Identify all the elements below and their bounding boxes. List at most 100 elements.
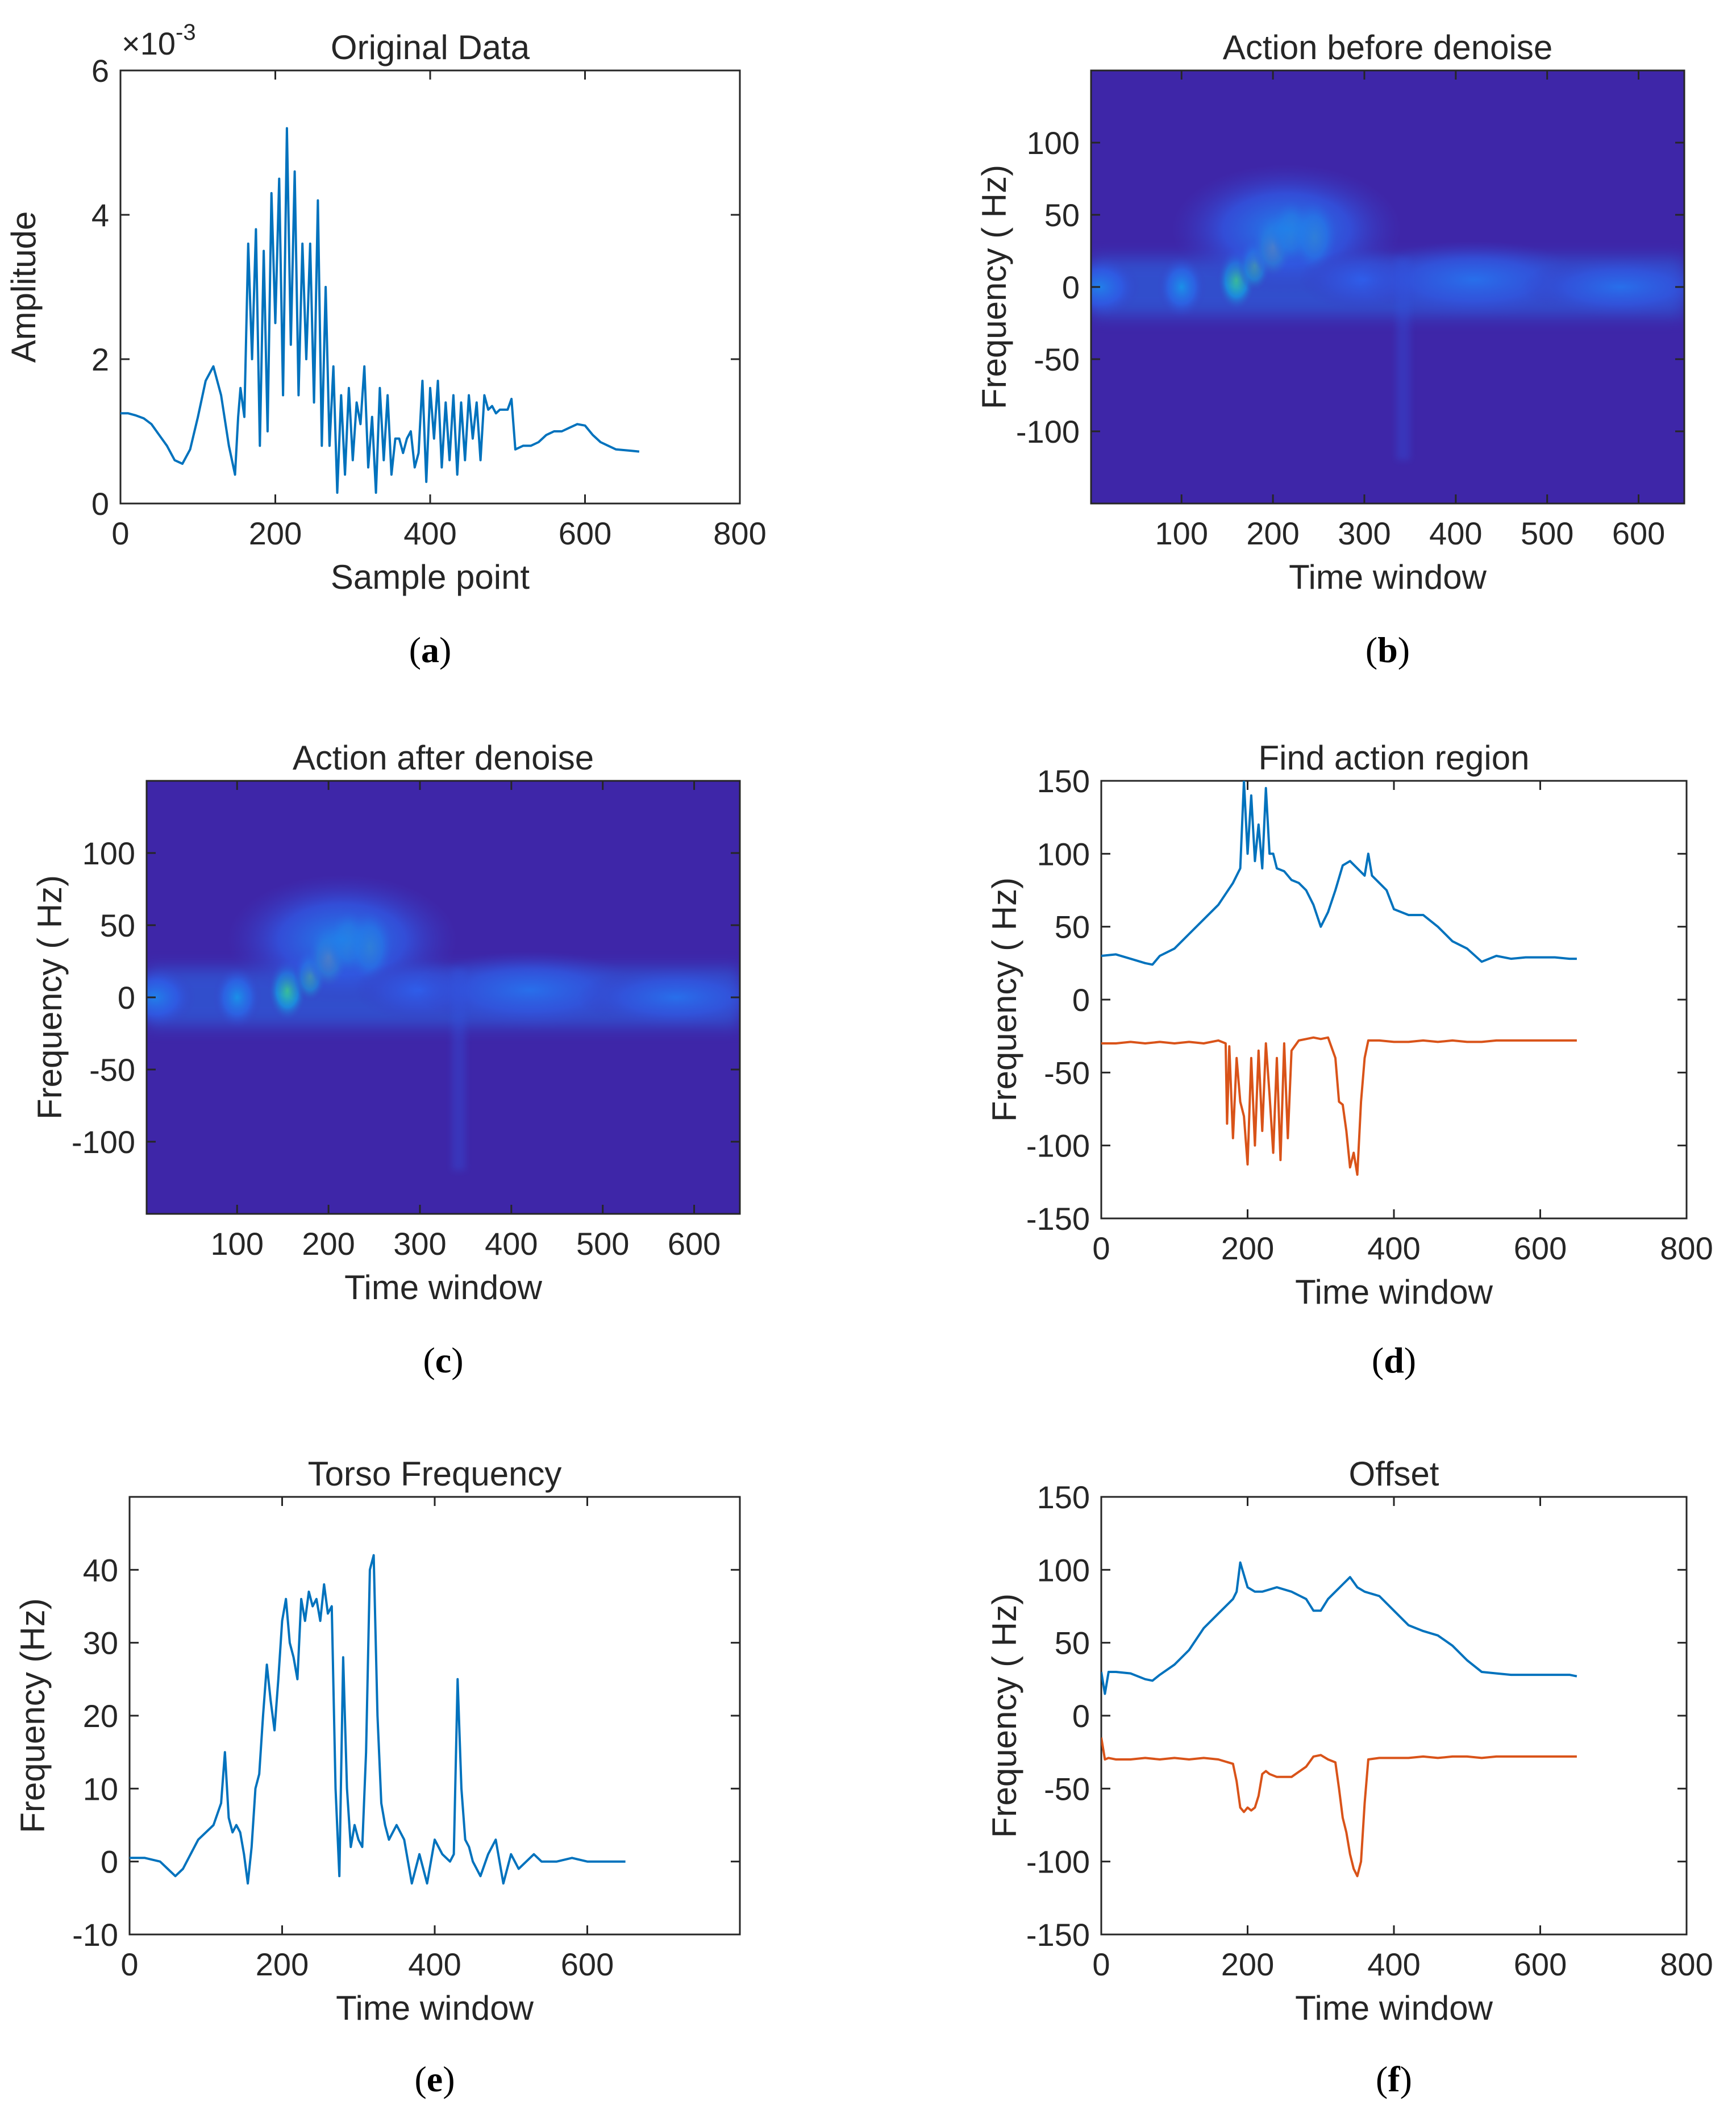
caption-letter: a	[421, 630, 439, 670]
exponent-value: -3	[176, 20, 196, 45]
y-axis-label: Frequency ( Hz)	[985, 1593, 1023, 1838]
caption-open-paren: (	[1376, 2059, 1388, 2099]
panel-d: 0 200 400 600 800 150 100 50 0 -50 -100 -150 Find ac…	[985, 739, 1713, 1380]
y-tick-label: 150	[1037, 763, 1090, 799]
x-tick-label: 400	[408, 1946, 461, 1982]
chart-title: Action before denoise	[1223, 28, 1552, 66]
y-tick-label: -50	[89, 1052, 135, 1088]
caption-open-paren: (	[1372, 1340, 1384, 1380]
caption-close-paren: )	[439, 630, 451, 670]
y-exponent-label: ×10-3	[122, 20, 196, 61]
y-tick-label: 0	[118, 980, 135, 1016]
x-tick-label: 600	[1514, 1230, 1567, 1266]
x-tick-label: 600	[668, 1226, 721, 1262]
heatmap-blob	[147, 966, 196, 1029]
x-tick-label: 300	[393, 1226, 446, 1262]
y-tick-label: 40	[83, 1552, 118, 1588]
panel-caption: (c)	[423, 1340, 463, 1380]
y-tick-label: 50	[1044, 197, 1080, 233]
caption-open-paren: (	[409, 630, 421, 670]
panel-caption: (e)	[414, 2059, 455, 2099]
chart-title: Find action region	[1259, 739, 1530, 777]
y-tick-label: 100	[1027, 125, 1080, 161]
x-tick-label: 400	[403, 515, 456, 551]
x-tick-label: 200	[1246, 515, 1299, 551]
x-tick-label: 600	[559, 515, 611, 551]
x-tick-label: 500	[1521, 515, 1573, 551]
heatmap-streak	[1396, 258, 1410, 460]
caption-close-paren: )	[443, 2059, 455, 2099]
panel-a: 0 200 400 600 800 0 2 4 6 ×10-3 Original Data Sampl…	[5, 20, 767, 670]
caption-close-paren: )	[1404, 1340, 1416, 1380]
y-tick-label: -150	[1026, 1201, 1090, 1237]
x-tick-label: 100	[211, 1226, 264, 1262]
caption-close-paren: )	[451, 1340, 463, 1380]
plot-area	[1101, 1497, 1687, 1934]
heatmap	[1091, 70, 1684, 504]
x-tick-label: 100	[1155, 515, 1208, 551]
x-axis-label: Time window	[1289, 558, 1487, 596]
panel-caption: (b)	[1366, 630, 1410, 670]
heatmap	[147, 781, 740, 1214]
y-tick-label: -100	[72, 1124, 135, 1160]
y-tick-label: 150	[1037, 1479, 1090, 1515]
x-tick-label: 0	[1092, 1230, 1110, 1266]
y-tick-label: 100	[82, 835, 135, 871]
y-tick-label: 2	[91, 342, 109, 377]
y-tick-label: 0	[1072, 1698, 1090, 1734]
y-tick-label: 0	[1072, 982, 1090, 1018]
plot-area	[130, 1497, 740, 1934]
series-line-torso	[130, 1554, 626, 1885]
y-tick-label: 0	[1062, 269, 1080, 305]
panel-caption: (f)	[1376, 2059, 1412, 2099]
x-axis-label: Time window	[1295, 1273, 1493, 1311]
x-tick-label: 800	[1660, 1230, 1713, 1266]
series-group	[1101, 781, 1577, 1176]
heatmap-blob	[212, 966, 262, 1029]
exponent-base: ×10	[122, 26, 176, 61]
x-tick-label: 400	[485, 1226, 538, 1262]
caption-letter: f	[1388, 2059, 1400, 2099]
x-tick-label: 400	[1367, 1946, 1420, 1982]
y-tick-label: 10	[83, 1771, 118, 1807]
y-tick-label: 20	[83, 1698, 118, 1734]
y-tick-label: -10	[72, 1917, 118, 1953]
y-tick-label: 0	[91, 486, 109, 522]
x-tick-label: 600	[1514, 1946, 1567, 1982]
y-tick-label: -50	[1044, 1055, 1090, 1091]
series-line-upper	[1101, 1561, 1577, 1695]
y-axis-label: Frequency ( Hz)	[975, 165, 1013, 409]
x-tick-label: 0	[111, 515, 129, 551]
x-tick-label: 200	[1221, 1230, 1274, 1266]
x-tick-label: 800	[1660, 1946, 1713, 1982]
y-tick-label: 30	[83, 1625, 118, 1661]
x-tick-label: 400	[1367, 1230, 1420, 1266]
caption-letter: e	[427, 2059, 443, 2099]
x-tick-label: 500	[576, 1226, 629, 1262]
panel-f: 0 200 400 600 800 150 100 50 0 -50 -100 -150 Offset T…	[985, 1455, 1713, 2099]
chart-title: Torso Frequency	[308, 1455, 562, 1493]
y-tick-label: -150	[1026, 1917, 1090, 1953]
x-axis-label: Sample point	[331, 558, 530, 596]
x-tick-label: 200	[1221, 1946, 1274, 1982]
caption-letter: d	[1384, 1340, 1404, 1380]
y-tick-label: -100	[1026, 1844, 1090, 1880]
plot-area	[120, 70, 740, 504]
series-group	[130, 1554, 626, 1885]
x-axis-label: Time window	[336, 1989, 534, 2027]
x-tick-label: 200	[249, 515, 302, 551]
series-line-lower	[1101, 1737, 1577, 1878]
y-tick-label: 0	[101, 1844, 118, 1880]
panel-caption: (a)	[409, 630, 452, 670]
x-tick-label: 0	[120, 1946, 138, 1982]
y-tick-label: -100	[1026, 1128, 1090, 1164]
heatmap-streak	[452, 968, 466, 1171]
x-tick-label: 200	[302, 1226, 355, 1262]
caption-open-paren: (	[414, 2059, 426, 2099]
plot-area	[1101, 781, 1687, 1218]
caption-open-paren: (	[1366, 630, 1377, 670]
y-axis-label: Frequency ( Hz)	[985, 877, 1023, 1122]
